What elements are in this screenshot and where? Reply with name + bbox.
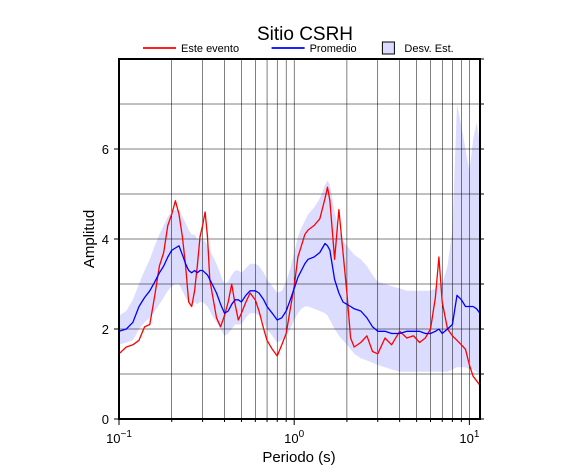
x-tick-label: 10−1 [106,429,132,446]
legend-item-promedio: Promedio [271,43,357,55]
y-tick-label: 2 [102,322,109,337]
legend-label: Desv. Est. [404,43,453,55]
x-tick-label: 100 [284,429,304,446]
legend-swatch [381,41,395,55]
legend-item-este-evento: Este evento [143,43,239,55]
y-axis-title: Amplitud [81,210,98,268]
x-tick-label: 101 [459,429,479,446]
legend-label: Promedio [310,43,357,55]
plot-area: 0 2 4 6 10−1 100 101 [102,58,484,446]
series-line-promedio [118,242,481,335]
legend: Este evento Promedio Desv. Est. [143,41,454,55]
series-layer [118,186,481,386]
y-tick-label: 6 [102,142,109,157]
legend-label: Este evento [181,43,239,55]
x-axis-title: Periodo (s) [262,449,335,466]
legend-item-desv-est: Desv. Est. [381,41,454,55]
chart-title: Sitio CSRH [257,24,353,45]
y-tick-label: 0 [102,412,109,427]
tick-layer: 0 2 4 6 10−1 100 101 [102,58,484,446]
y-tick-label: 4 [102,232,109,247]
